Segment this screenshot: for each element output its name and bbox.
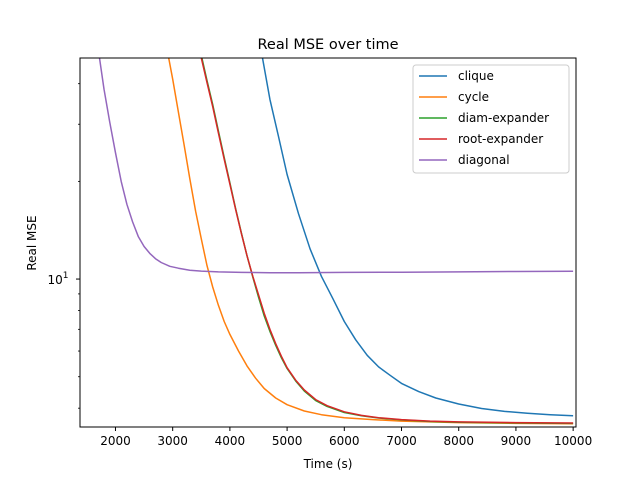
x-tick-label: 3000 [157,434,188,448]
chart-title: Real MSE over time [257,37,398,53]
legend-box [412,64,570,174]
legend-label-cycle: cycle [458,90,489,104]
x-tick-label: 9000 [501,434,532,448]
x-tick-label: 6000 [329,434,360,448]
legend-label-root-expander: root-expander [458,132,543,146]
x-tick-label: 10000 [554,434,592,448]
x-tick-label: 8000 [443,434,474,448]
series-layer [98,58,574,425]
x-axis-label: Time (s) [303,457,353,471]
series-line-root-expander [200,58,574,424]
y-tick-label: 101 [47,271,68,287]
x-tick-label: 5000 [272,434,303,448]
x-tick-label: 4000 [215,434,246,448]
x-tick-label: 7000 [386,434,417,448]
series-line-diagonal [98,58,574,274]
series-line-cycle [167,58,574,425]
y-axis: 101 [47,83,80,409]
plot-frame [79,57,577,428]
y-axis-label: Real MSE [25,215,39,270]
legend-label-diam-expander: diam-expander [458,111,549,125]
series-line-clique [261,58,574,417]
x-tick-label: 2000 [100,434,131,448]
x-axis: 2000 3000 4000 5000 6000 7000 8000 9000 10000 [100,427,592,448]
legend-label-clique: clique [458,69,494,83]
legend-label-diagonal: diagonal [458,153,510,167]
legend: clique cycle diam-expander root-expander dia… [412,64,570,174]
